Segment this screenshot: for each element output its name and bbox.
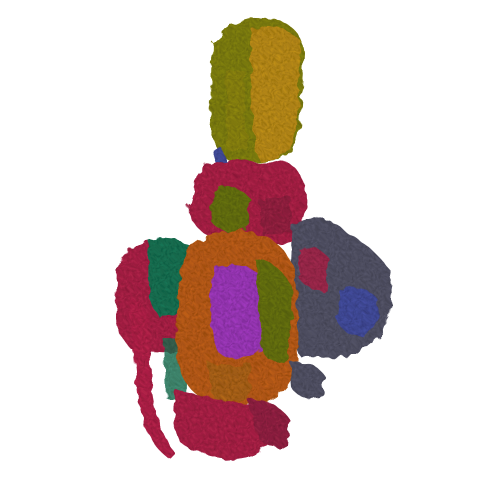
right-domain xyxy=(288,218,392,358)
tail-domain xyxy=(130,299,326,460)
stalk-domain xyxy=(210,17,304,164)
neck-domain xyxy=(188,160,306,247)
core-domain xyxy=(176,230,298,404)
